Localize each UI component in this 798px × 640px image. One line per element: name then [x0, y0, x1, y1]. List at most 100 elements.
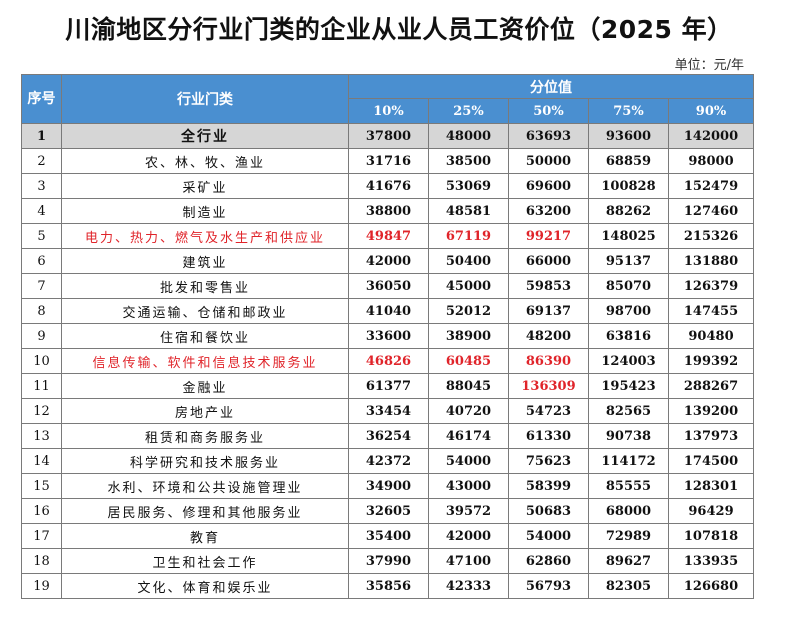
wage-p90-cell: 127460: [667, 198, 755, 224]
wage-p10-cell: 37990: [348, 548, 429, 574]
wage-p90-cell: 126680: [667, 573, 755, 599]
wage-p10-cell: 32605: [348, 498, 429, 524]
wage-p90-cell: 107818: [667, 523, 755, 549]
industry-name: 房地产业: [61, 398, 349, 424]
header-p10: 10%: [348, 98, 429, 124]
wage-p50-cell: 50683: [508, 498, 589, 524]
wage-p75-cell: 82565: [588, 398, 669, 424]
table-row: 13 租赁和商务服务业 36254 46174 61330 90738 137973: [21, 423, 755, 449]
industry-name: 采矿业: [61, 173, 349, 199]
wage-p90-cell: 139200: [667, 398, 755, 424]
industry-name: 信息传输、软件和信息技术服务业: [61, 348, 349, 374]
unit-label: 单位：元/年: [674, 58, 744, 73]
wage-p50-cell: 56793: [508, 573, 589, 599]
table-row: 3 采矿业 41676 53069 69600 100828 152479: [21, 173, 755, 199]
row-number: 5: [21, 223, 62, 249]
wage-p75-cell: 82305: [588, 573, 669, 599]
industry-name: 电力、热力、燃气及水生产和供应业: [61, 223, 349, 249]
table-row: 16 居民服务、修理和其他服务业 32605 39572 50683 68000 96429: [21, 498, 755, 524]
row-number: 10: [21, 348, 62, 374]
wage-p10-cell: 38800: [348, 198, 429, 224]
table-row: 17 教育 35400 42000 54000 72989 107818: [21, 523, 755, 549]
table-row: 8 交通运输、仓储和邮政业 41040 52012 69137 98700 147455: [21, 298, 755, 324]
wage-p75-cell: 85070: [588, 273, 669, 299]
wage-p50-cell: 59853: [508, 273, 589, 299]
wage-p10-cell: 41676: [348, 173, 429, 199]
row-number: 15: [21, 473, 62, 499]
wage-p90-cell: 126379: [667, 273, 755, 299]
wage-p90-cell: 199392: [667, 348, 755, 374]
industry-name: 居民服务、修理和其他服务业: [61, 498, 349, 524]
wage-p75-cell: 124003: [588, 348, 669, 374]
wage-p75-cell: 68859: [588, 148, 669, 174]
industry-name: 文化、体育和娱乐业: [61, 573, 349, 599]
wage-p75-cell: 63816: [588, 323, 669, 349]
table-row: 4 制造业 38800 48581 63200 88262 127460: [21, 198, 755, 224]
table-row: 14 科学研究和技术服务业 42372 54000 75623 114172 174500: [21, 448, 755, 474]
wage-p50-cell: 54723: [508, 398, 589, 424]
wage-p25-cell: 88045: [428, 373, 509, 399]
industry-name: 租赁和商务服务业: [61, 423, 349, 449]
row-number: 6: [21, 248, 62, 274]
wage-p25-cell: 46174: [428, 423, 509, 449]
row-number: 13: [21, 423, 62, 449]
wage-p75-cell: 88262: [588, 198, 669, 224]
wage-p10-cell: 42000: [348, 248, 429, 274]
wage-p50-cell: 69600: [508, 173, 589, 199]
wage-p50-cell: 63200: [508, 198, 589, 224]
wage-p90-cell: 147455: [667, 298, 755, 324]
wage-p10-cell: 37800: [348, 123, 429, 149]
wage-p90-cell: 90480: [667, 323, 755, 349]
wage-p25-cell: 39572: [428, 498, 509, 524]
wage-p25-cell: 48000: [428, 123, 509, 149]
wage-p90-cell: 131880: [667, 248, 755, 274]
header-seq: 序号: [21, 74, 62, 124]
wage-p50-cell: 86390: [508, 348, 589, 374]
row-number: 2: [21, 148, 62, 174]
wage-p75-cell: 93600: [588, 123, 669, 149]
wage-p75-cell: 148025: [588, 223, 669, 249]
wage-p25-cell: 42333: [428, 573, 509, 599]
wage-p50-cell: 61330: [508, 423, 589, 449]
wage-p75-cell: 68000: [588, 498, 669, 524]
wage-p25-cell: 53069: [428, 173, 509, 199]
table-row: 12 房地产业 33454 40720 54723 82565 139200: [21, 398, 755, 424]
industry-name: 卫生和社会工作: [61, 548, 349, 574]
header-p90: 90%: [667, 98, 755, 124]
wage-p50-cell: 58399: [508, 473, 589, 499]
wage-p75-cell: 195423: [588, 373, 669, 399]
wage-p25-cell: 43000: [428, 473, 509, 499]
table-row: 18 卫生和社会工作 37990 47100 62860 89627 133935: [21, 548, 755, 574]
row-number: 3: [21, 173, 62, 199]
wage-p50-cell: 69137: [508, 298, 589, 324]
row-number: 8: [21, 298, 62, 324]
wage-p25-cell: 67119: [428, 223, 509, 249]
wage-p50-cell: 48200: [508, 323, 589, 349]
header-p25: 25%: [428, 98, 509, 124]
wage-p25-cell: 54000: [428, 448, 509, 474]
table-row: 9 住宿和餐饮业 33600 38900 48200 63816 90480: [21, 323, 755, 349]
wage-p10-cell: 42372: [348, 448, 429, 474]
wage-p75-cell: 95137: [588, 248, 669, 274]
row-number: 4: [21, 198, 62, 224]
row-number: 9: [21, 323, 62, 349]
row-number: 17: [21, 523, 62, 549]
wage-p10-cell: 36050: [348, 273, 429, 299]
wage-p75-cell: 98700: [588, 298, 669, 324]
wage-p90-cell: 215326: [667, 223, 755, 249]
table-row: 1 全行业 37800 48000 63693 93600 142000: [21, 123, 755, 149]
wage-p75-cell: 72989: [588, 523, 669, 549]
wage-table: 序号 行业门类 分位值 10% 25% 50% 75% 90% 1 全行业 3780…: [21, 74, 755, 599]
wage-p50-cell: 136309: [508, 373, 589, 399]
industry-name: 农、林、牧、渔业: [61, 148, 349, 174]
wage-p10-cell: 41040: [348, 298, 429, 324]
wage-p25-cell: 42000: [428, 523, 509, 549]
wage-p90-cell: 133935: [667, 548, 755, 574]
header-percentile-group: 分位值: [347, 74, 755, 99]
row-number: 18: [21, 548, 62, 574]
wage-p90-cell: 174500: [667, 448, 755, 474]
table-row: 5 电力、热力、燃气及水生产和供应业 49847 67119 99217 148025 21…: [21, 223, 755, 249]
wage-p75-cell: 90738: [588, 423, 669, 449]
wage-p10-cell: 36254: [348, 423, 429, 449]
row-number: 19: [21, 573, 62, 599]
